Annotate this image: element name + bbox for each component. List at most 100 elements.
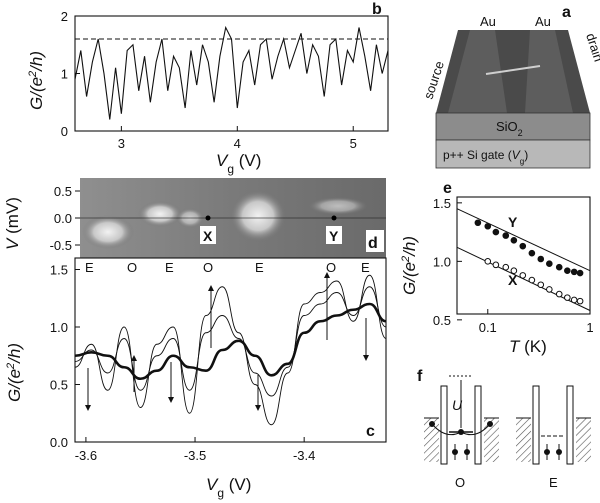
barrier-right-e (566, 385, 574, 465)
panel-e-point (570, 296, 578, 304)
panel-e-label: e (443, 180, 452, 197)
panel-b-xtick-label: 4 (234, 136, 241, 151)
panel-d-ytick-label: 0.0 (54, 211, 72, 226)
marker-x-dot (205, 215, 211, 221)
panel-e-ytick-label: 1.0 (433, 254, 451, 269)
state-e-label: E (549, 475, 558, 490)
panel-e-point (576, 297, 584, 305)
panel-e-xtick-label: 1 (586, 320, 593, 335)
lead-left-e (516, 418, 531, 462)
panel-e-ylabel: G/(e2/h) (400, 236, 419, 295)
panel-e-point (576, 269, 584, 277)
source-electrode (448, 30, 507, 113)
svg-text:G/(e2/h): G/(e2/h) (27, 51, 46, 110)
panel-b-xlabel: Vg (V) (216, 151, 261, 176)
svg-text:G/(e2/h): G/(e2/h) (400, 236, 419, 295)
panel-b-xtick-label: 5 (350, 136, 357, 151)
panel-c-series (74, 274, 387, 426)
panel-e-point (519, 242, 527, 250)
panel-e-ytick-label: 0.5 (433, 313, 451, 328)
panel-e-point (528, 276, 536, 284)
lead-left-o (424, 418, 439, 462)
series-y-label: Y (508, 214, 518, 230)
parity-label: E (85, 260, 94, 275)
panel-c-ytick-label: 0.0 (50, 435, 68, 450)
panel-e-point (537, 281, 545, 289)
electrode-right-label: Au (535, 14, 551, 29)
panel-d-label-box (366, 230, 384, 252)
panel-f-label: f (417, 368, 423, 385)
panel-b-ytick-label: 2 (61, 9, 68, 24)
marker-y-box (326, 226, 342, 244)
panel-a: a Au Au source drain SiO2 p++ Si gate (V… (421, 4, 600, 169)
parity-label: E (361, 260, 370, 275)
panel-e-point (570, 268, 578, 276)
svg-text:Vg (V): Vg (V) (216, 151, 261, 176)
panel-e-point (502, 232, 510, 239)
panel-b-xtick-label: 3 (118, 136, 125, 151)
map-blob (138, 201, 182, 227)
panel-a-label: a (562, 4, 571, 21)
panel-c-line (74, 286, 387, 397)
barrier-right-o (474, 385, 482, 465)
panel-e-point (484, 222, 492, 230)
parity-label: O (326, 260, 336, 275)
panel-d-label: d (368, 235, 378, 252)
oxide-layer (435, 112, 591, 141)
panel-d-ylabel: V (mV) (3, 197, 22, 250)
panel-e-point (510, 267, 518, 275)
panel-e-point (555, 263, 563, 271)
panel-c-frame (74, 257, 387, 443)
panel-e-ticks: 0.1 1 1.5 1.0 0.5 (433, 196, 594, 335)
panel-e-fit-line (456, 246, 591, 311)
panel-e-point (528, 249, 536, 257)
map-blob (82, 215, 134, 249)
parity-label: O (127, 260, 137, 275)
panel-e: e 0.1 1 1.5 1.0 0.5 Y X G/(e2/h) T (K) (400, 180, 594, 356)
panel-d: X Y d 0.5 0.0 -0.5 V (mV) E O E O E O E (3, 178, 386, 275)
state-o-label: O (455, 475, 465, 490)
marker-x-label: X (203, 228, 213, 244)
panel-b-line (74, 25, 389, 120)
panel-c-ytick-label: 1.5 (50, 263, 68, 278)
panel-d-ytick-label: -0.5 (50, 238, 72, 253)
panel-c-xlabel: Vg (V) (206, 475, 251, 500)
panel-c-ylabel: G/(e2/h) (5, 343, 24, 402)
panel-e-ytick-label: 1.5 (433, 196, 451, 211)
panel-c-line (74, 274, 387, 426)
marker-x-box (200, 226, 216, 244)
panel-e-point (492, 228, 500, 236)
panel-b-ytick-label: 1 (61, 67, 68, 82)
panel-e-xlabel: T (K) (509, 337, 547, 356)
panel-b-ylabel: G/(e2/h) (27, 51, 46, 110)
carbon-nanotube (485, 65, 541, 75)
panel-c-xtick-label: -3.5 (184, 448, 206, 463)
marker-y-dot (331, 215, 337, 221)
svg-text:T (K): T (K) (509, 337, 547, 356)
panel-e-xtick-label: 0.1 (479, 320, 497, 335)
panel-e-point (502, 263, 510, 271)
oxide-text: SiO2 (496, 119, 523, 138)
electrode-left-label: Au (480, 14, 496, 29)
panel-c-ticks: -3.6 -3.5 -3.4 0.0 0.5 1.0 1.5 (50, 263, 315, 464)
panel-b-frame (74, 15, 389, 132)
panel-b-ticks: 3 4 5 0 1 2 (61, 9, 357, 151)
panel-e-point (510, 236, 518, 244)
panel-e-point (564, 294, 571, 301)
svg-text:G/(e2/h): G/(e2/h) (5, 343, 24, 402)
panel-e-frame (456, 196, 591, 315)
svg-text:SiO2: SiO2 (496, 119, 523, 138)
panel-d-ytick-label: 0.5 (54, 184, 72, 199)
panel-c-ytick-label: 0.5 (50, 378, 68, 393)
cotunneling-path (431, 423, 491, 436)
panel-c-label-box (364, 419, 382, 439)
panel-e-point (546, 286, 553, 293)
svg-text:p++ Si gate (Vg): p++ Si gate (Vg) (443, 148, 528, 166)
parity-label: E (165, 260, 174, 275)
lead-right-o (484, 418, 499, 462)
panel-e-point (474, 219, 482, 227)
svg-text:Vg (V): Vg (V) (206, 475, 251, 500)
parity-label: O (203, 260, 213, 275)
drain-electrode (525, 30, 573, 113)
